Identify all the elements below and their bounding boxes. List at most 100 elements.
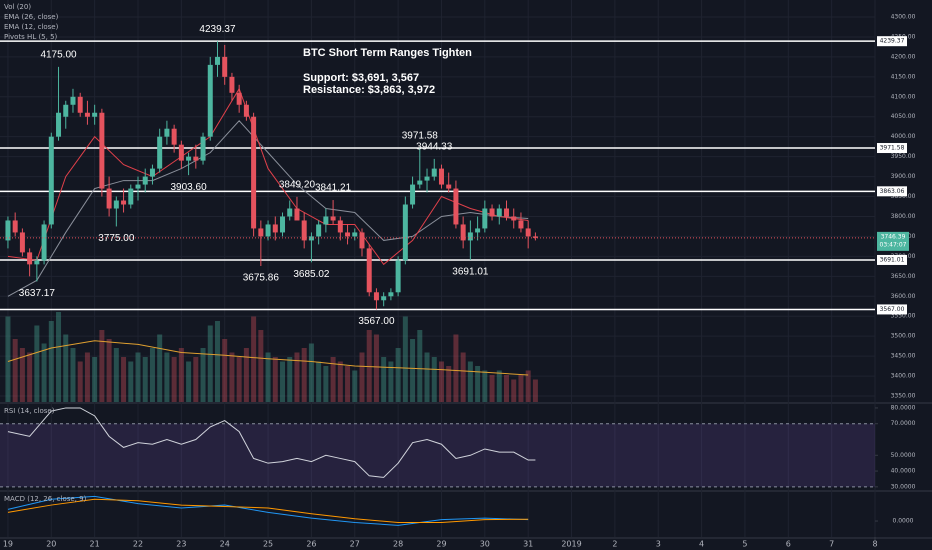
candle-body [410,184,416,205]
x-tick-label: 3 [656,540,661,549]
volume-bar [92,357,98,402]
candle-body [460,224,466,241]
legend-entry: Pivots HL (5, 5) [4,33,58,41]
indicator-line [7,495,529,526]
volume-bar [128,361,134,402]
candle-body [229,76,235,93]
candle-body [352,232,358,237]
volume-bar [27,352,33,402]
volume-bar [19,348,25,402]
x-tick-label: 8 [872,540,877,549]
pivot-label: 3691.01 [452,267,489,278]
candle-body [121,200,127,205]
volume-bar [149,348,155,402]
volume-bar [214,321,220,402]
candle-body [402,204,408,261]
annotation-text: Resistance: $3,863, 3,972 [303,84,435,96]
candle-body [63,104,69,117]
volume-bar [41,343,47,402]
pivot-label: 3567.00 [358,316,395,327]
candle-body [475,228,481,233]
x-tick-label: 24 [220,540,230,549]
candle-body [489,208,495,217]
volume-bar [294,352,300,402]
candle-body [48,136,54,225]
ema-line [7,87,529,266]
candle-body [84,112,90,117]
volume-bar [323,366,329,402]
pivot-label: 3841.21 [315,183,352,194]
indicator-line [7,407,536,478]
candle-body [373,292,379,301]
candle-body [5,220,11,241]
pivot-label: 4175.00 [40,50,77,61]
y-tick-label: 3600.00 [891,293,916,300]
x-tick-label: 25 [263,540,273,549]
volume-bar [77,361,83,402]
candle-body [149,168,155,177]
candle-body [323,216,329,225]
candle-body [135,184,141,189]
volume-bar [453,334,459,402]
pivot-label: 3971.58 [402,131,439,142]
candle-body [56,112,62,137]
candle-body [265,224,271,237]
y-tick-label: 3500.00 [891,333,916,340]
y-tick-label: 50.0000 [891,452,916,459]
pivot-label: 3637.17 [19,288,56,299]
x-tick-label: 27 [350,540,360,549]
y-tick-label: 3400.00 [891,373,916,380]
x-tick-label: 6 [786,540,791,549]
volume-bar [99,330,105,402]
y-tick-label: 3450.00 [891,353,916,360]
candle-body [330,216,336,221]
volume-bar [186,361,192,402]
x-tick-label: 7 [829,540,834,549]
candle-body [345,232,351,237]
x-tick-label: 31 [523,540,533,549]
y-tick-label: 4050.00 [891,113,916,120]
candle-body [70,96,76,105]
candle-body [280,216,286,233]
x-tick-label: 2019 [561,540,581,549]
candle-body [453,188,459,225]
volume-bar [446,366,452,402]
volume-bar [229,352,235,402]
candle-body [34,260,40,265]
x-tick-label: 23 [176,540,186,549]
candle-body [193,156,199,161]
x-tick-label: 4 [699,540,704,549]
candle-body [381,296,387,301]
volume-bar [431,357,437,402]
y-tick-label: 30.0000 [891,483,916,490]
candle-body [504,208,510,217]
candle-body [128,188,134,205]
annotation-text: Support: $3,691, 3,567 [303,72,419,84]
volume-bar [337,361,343,402]
candle-body [366,248,372,293]
y-tick-label: 4150.00 [891,73,916,80]
volume-bar [366,330,372,402]
candle-body [200,136,206,161]
candle-body [214,56,220,65]
level-label-box [877,304,907,315]
last-price-label: 3746.39 [881,233,906,240]
volume-bar [475,366,481,402]
volume-bar [12,339,18,402]
candle-body [272,224,278,233]
legend-entry: Vol (20) [4,3,31,11]
last-price-box [877,231,909,251]
volume-ma-line [7,340,529,376]
volume-bar [106,339,112,402]
candle-body [77,96,83,113]
volume-bar [280,361,286,402]
level-label-box [877,143,907,154]
volume-bar [345,366,351,402]
y-tick-label: 80.0000 [891,404,916,411]
y-tick-label: 3800.00 [891,213,916,220]
y-tick-label: 3950.00 [891,153,916,160]
pivot-label: 3775.00 [98,233,135,244]
volume-bar [135,352,141,402]
candle-body [243,104,249,117]
